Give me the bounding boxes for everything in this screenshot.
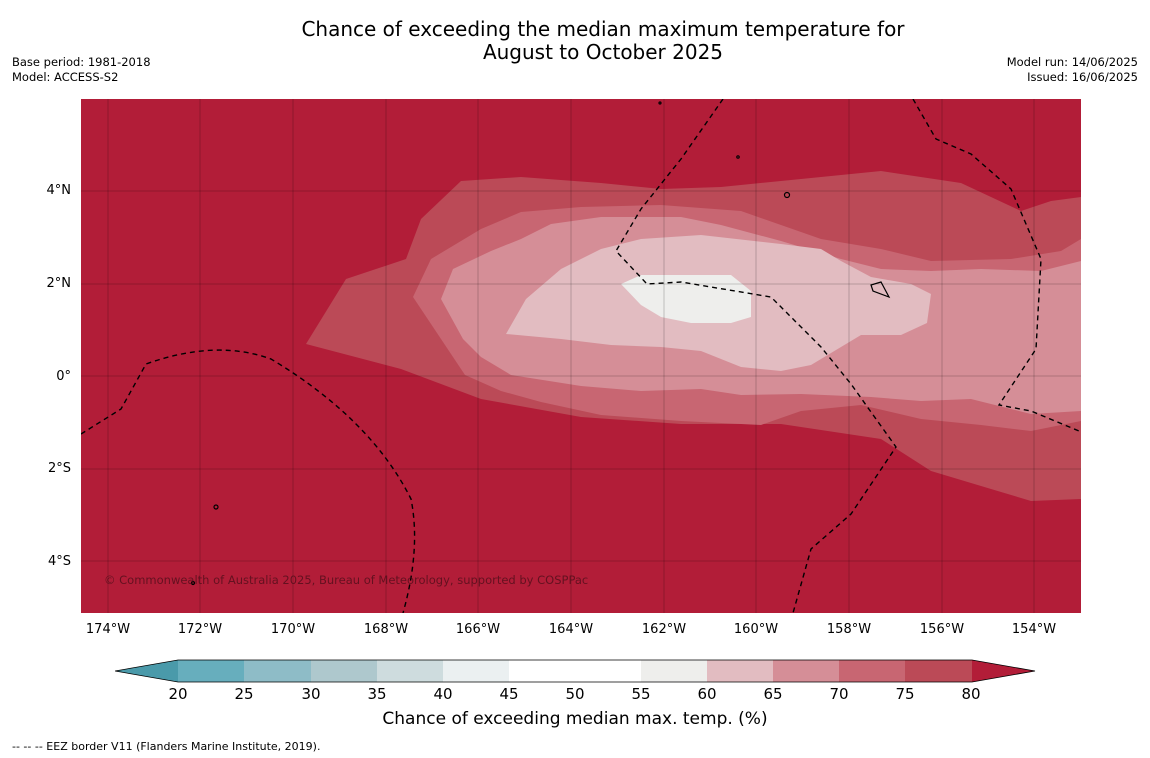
eez-border	[81, 99, 1080, 613]
colorbar-segment	[905, 660, 972, 682]
issued-date: Issued: 16/06/2025	[1027, 70, 1138, 84]
colorbar-tick-label: 75	[895, 685, 915, 703]
y-tick-label: 2°N	[46, 276, 72, 291]
x-tick-label: 170°W	[270, 622, 316, 637]
x-tick-label: 156°W	[919, 622, 965, 637]
copyright-notice: © Commonwealth of Australia 2025, Bureau…	[104, 573, 589, 587]
colorbar-segment	[839, 660, 905, 682]
colorbar-outline	[115, 659, 1036, 683]
colorbar-tick-label: 70	[829, 685, 849, 703]
colorbar-segment	[311, 660, 377, 682]
colorbar-segment	[244, 660, 311, 682]
meta-right: Model run: 14/06/2025 Issued: 16/06/2025	[1007, 55, 1138, 85]
colorbar-tick-label: 65	[763, 685, 783, 703]
x-tick-label: 160°W	[733, 622, 779, 637]
x-tick-label: 154°W	[1011, 622, 1057, 637]
y-tick-label: 0°	[56, 369, 71, 384]
colorbar-tick-label: 40	[433, 685, 453, 703]
colorbar-segment	[575, 660, 641, 682]
x-tick-label: 172°W	[177, 622, 223, 637]
colorbar-tick-label: 20	[168, 685, 188, 703]
title-line-2: August to October 2025	[482, 40, 724, 64]
colorbar-tick-label: 55	[631, 685, 651, 703]
y-tick-label: 4°S	[47, 554, 71, 569]
colorbar-segment	[641, 660, 707, 682]
colorbar-segment	[773, 660, 839, 682]
x-tick-label: 164°W	[548, 622, 594, 637]
islands	[190, 101, 891, 586]
x-tick-label: 168°W	[363, 622, 409, 637]
colorbar-segment	[707, 660, 773, 682]
colorbar-tick-label: 50	[565, 685, 585, 703]
forecast-map	[81, 99, 1081, 613]
colorbar-segment	[509, 660, 575, 682]
x-tick-label: 162°W	[641, 622, 687, 637]
grid-lines	[81, 99, 1081, 613]
colorbar-tick-label: 30	[301, 685, 321, 703]
eez-footnote: -- -- -- EEZ border V11 (Flanders Marine…	[12, 740, 321, 753]
x-tick-label: 174°W	[85, 622, 131, 637]
contour-55	[621, 275, 751, 323]
colorbar-label: Chance of exceeding median max. temp. (%…	[382, 709, 768, 729]
colorbar-segment	[178, 660, 244, 682]
colorbar-segment	[443, 660, 509, 682]
title-line-1: Chance of exceeding the median maximum t…	[301, 17, 905, 41]
colorbar-segment	[377, 660, 443, 682]
colorbar-tick-label: 60	[697, 685, 717, 703]
base-period: Base period: 1981-2018	[12, 55, 151, 69]
colorbar-tick-label: 35	[367, 685, 387, 703]
colorbar-tick-label: 25	[234, 685, 254, 703]
colorbar-high-extension	[972, 660, 1035, 682]
colorbar-tick-label: 80	[961, 685, 981, 703]
y-tick-label: 2°S	[47, 461, 71, 476]
model-name: Model: ACCESS-S2	[12, 70, 119, 84]
colorbar-tick-label: 45	[499, 685, 519, 703]
colorbar	[115, 659, 1036, 683]
map-title: Chance of exceeding the median maximum t…	[0, 18, 1150, 64]
x-tick-label: 158°W	[826, 622, 872, 637]
x-tick-label: 166°W	[455, 622, 501, 637]
y-tick-label: 4°N	[46, 183, 72, 198]
colorbar-low-extension	[115, 660, 178, 682]
model-run: Model run: 14/06/2025	[1006, 55, 1138, 69]
meta-left: Base period: 1981-2018 Model: ACCESS-S2	[12, 55, 151, 85]
